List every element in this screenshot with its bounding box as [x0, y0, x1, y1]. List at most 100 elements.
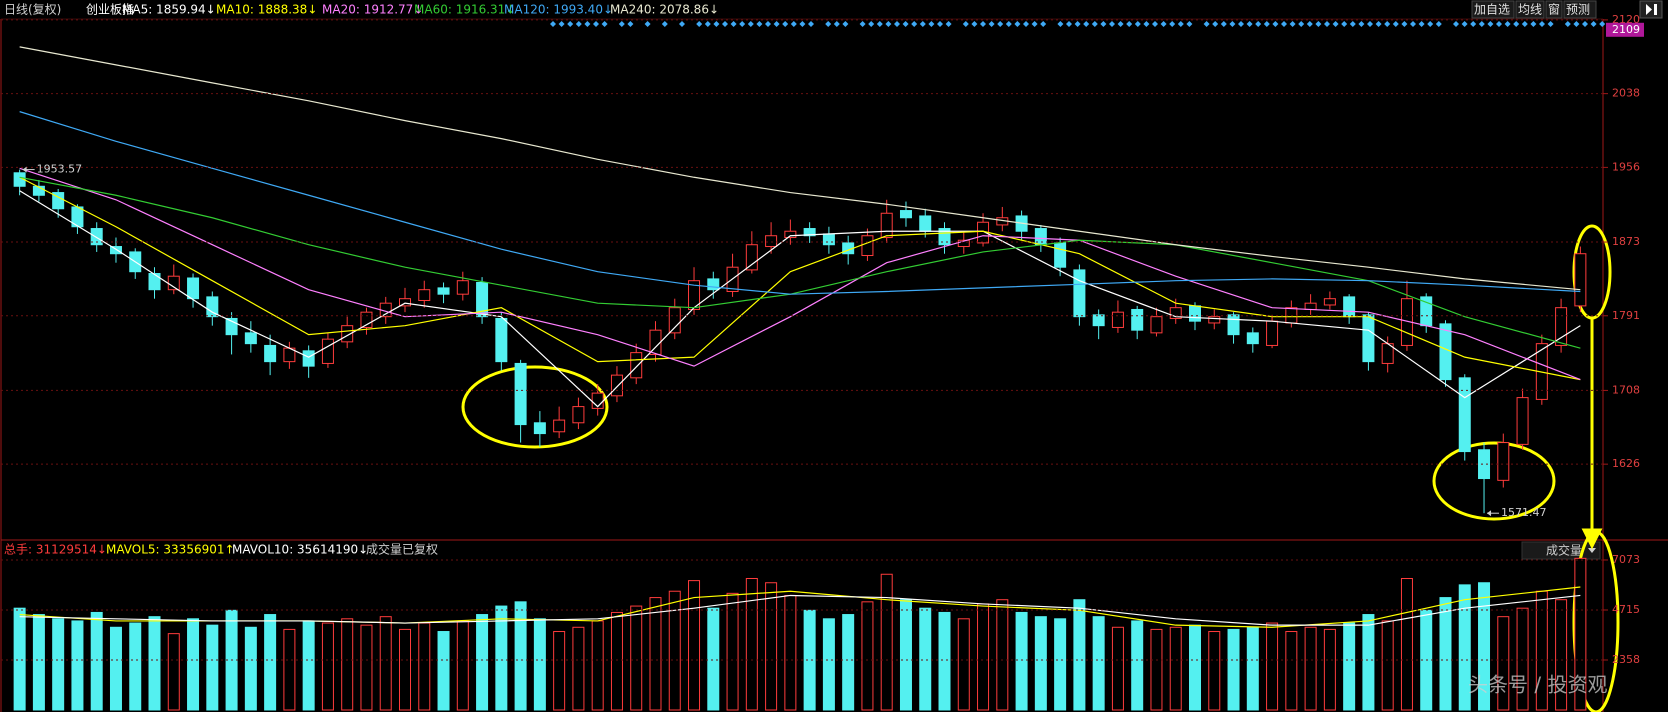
- volume-button-label[interactable]: 成交量: [1546, 543, 1582, 558]
- event-marker: [1057, 21, 1064, 27]
- candle-body: [32, 185, 45, 196]
- event-marker: [1066, 21, 1072, 27]
- volume-bar: [418, 622, 431, 711]
- event-marker: [859, 21, 866, 27]
- toolbar-button[interactable]: [1471, 0, 1515, 19]
- event-marker: [997, 21, 1004, 27]
- ma-line: [19, 176, 1581, 381]
- expand-icon[interactable]: [1646, 4, 1657, 15]
- candle-body: [1131, 308, 1144, 331]
- candle-body: [1150, 316, 1163, 334]
- candle-body: [899, 210, 912, 219]
- dropdown-icon[interactable]: [1588, 548, 1596, 553]
- toolbar-label[interactable]: 均线: [1518, 3, 1542, 17]
- event-marker: [1091, 21, 1098, 27]
- volume-bar: [302, 620, 315, 711]
- candle-body: [1323, 298, 1336, 306]
- event-marker: [911, 21, 918, 27]
- toolbar-button[interactable]: [1515, 0, 1545, 19]
- event-marker: [876, 21, 883, 27]
- legend-entry: MA120: 1993.40↓: [504, 3, 613, 17]
- event-marker: [1014, 21, 1021, 27]
- volume-bar: [167, 633, 180, 711]
- event-marker: [1074, 21, 1081, 27]
- event-marker: [1289, 21, 1296, 27]
- event-marker: [601, 21, 608, 27]
- event-marker: [894, 21, 900, 27]
- event-marker: [1186, 21, 1193, 27]
- ma-line: [19, 594, 1581, 626]
- volume-bar: [13, 607, 26, 711]
- event-marker: [1478, 21, 1485, 27]
- volume-bar: [1362, 614, 1375, 711]
- event-marker: [1134, 21, 1141, 27]
- candle-body: [1073, 269, 1086, 318]
- event-marker: [661, 21, 668, 27]
- event-marker: [1375, 21, 1382, 27]
- volume-bar: [1073, 599, 1086, 711]
- candle-body: [765, 235, 778, 248]
- volume-bar: [495, 605, 508, 711]
- volume-bar: [206, 624, 219, 711]
- volume-bar: [1092, 616, 1105, 711]
- candle-body: [1516, 397, 1529, 445]
- volume-bar: [456, 620, 469, 711]
- event-marker: [1229, 21, 1236, 27]
- candle-body: [938, 228, 951, 246]
- volume-bar: [977, 603, 990, 711]
- event-marker: [1349, 21, 1356, 27]
- volume-bar: [32, 614, 45, 711]
- volume-bar: [880, 573, 893, 711]
- candle-body: [784, 230, 797, 239]
- event-marker: [1590, 21, 1597, 27]
- volume-bar: [1400, 577, 1413, 711]
- y-tick-label: 2120: [1612, 13, 1640, 26]
- volume-bar: [1150, 628, 1163, 711]
- candle-body: [148, 273, 161, 291]
- volume-subtitle: 成交量已复权: [366, 542, 438, 557]
- volume-bar: [187, 618, 200, 711]
- toolbar-button[interactable]: [1545, 0, 1563, 19]
- event-marker: [1040, 21, 1047, 27]
- volume-bar: [1516, 607, 1529, 711]
- legend-entry: MA240: 2078.86↓: [610, 3, 719, 17]
- event-marker: [1341, 21, 1348, 27]
- event-marker: [1109, 21, 1115, 27]
- toolbar-label[interactable]: 加自选: [1474, 3, 1510, 17]
- event-marker: [627, 21, 634, 27]
- volume-bar: [919, 607, 932, 711]
- event-marker: [713, 21, 720, 27]
- ma-line: [19, 190, 1581, 408]
- price-tag: 2109: [1612, 23, 1640, 36]
- toolbar-label[interactable]: 预测: [1566, 3, 1590, 17]
- event-marker: [1281, 21, 1287, 27]
- event-marker: [937, 21, 943, 27]
- event-marker: [679, 21, 685, 27]
- y-tick-label: 1708: [1612, 383, 1640, 396]
- event-marker: [833, 21, 840, 27]
- ma-line: [19, 167, 1581, 381]
- event-marker: [1418, 21, 1425, 27]
- toolbar-button[interactable]: [1563, 0, 1597, 19]
- volume-bar: [1034, 616, 1047, 711]
- volume-bar: [1189, 624, 1201, 711]
- volume-bar: [1343, 622, 1356, 711]
- event-marker: [825, 21, 832, 27]
- toolbar-label[interactable]: 窗: [1548, 3, 1560, 17]
- candle-body: [919, 215, 932, 232]
- event-marker: [1410, 21, 1416, 27]
- candle-body: [668, 307, 681, 334]
- event-marker: [808, 21, 814, 27]
- event-marker: [945, 21, 952, 27]
- event-marker: [1513, 21, 1520, 27]
- event-marker: [550, 21, 556, 27]
- volume-bar: [283, 628, 296, 711]
- ma-line: [19, 46, 1581, 291]
- event-marker: [584, 21, 591, 27]
- index-title: 创业板指: [86, 2, 134, 17]
- volume-bar: [1246, 626, 1259, 711]
- event-marker: [1367, 21, 1373, 27]
- ma-line: [19, 111, 1581, 295]
- volume-bar: [745, 577, 758, 711]
